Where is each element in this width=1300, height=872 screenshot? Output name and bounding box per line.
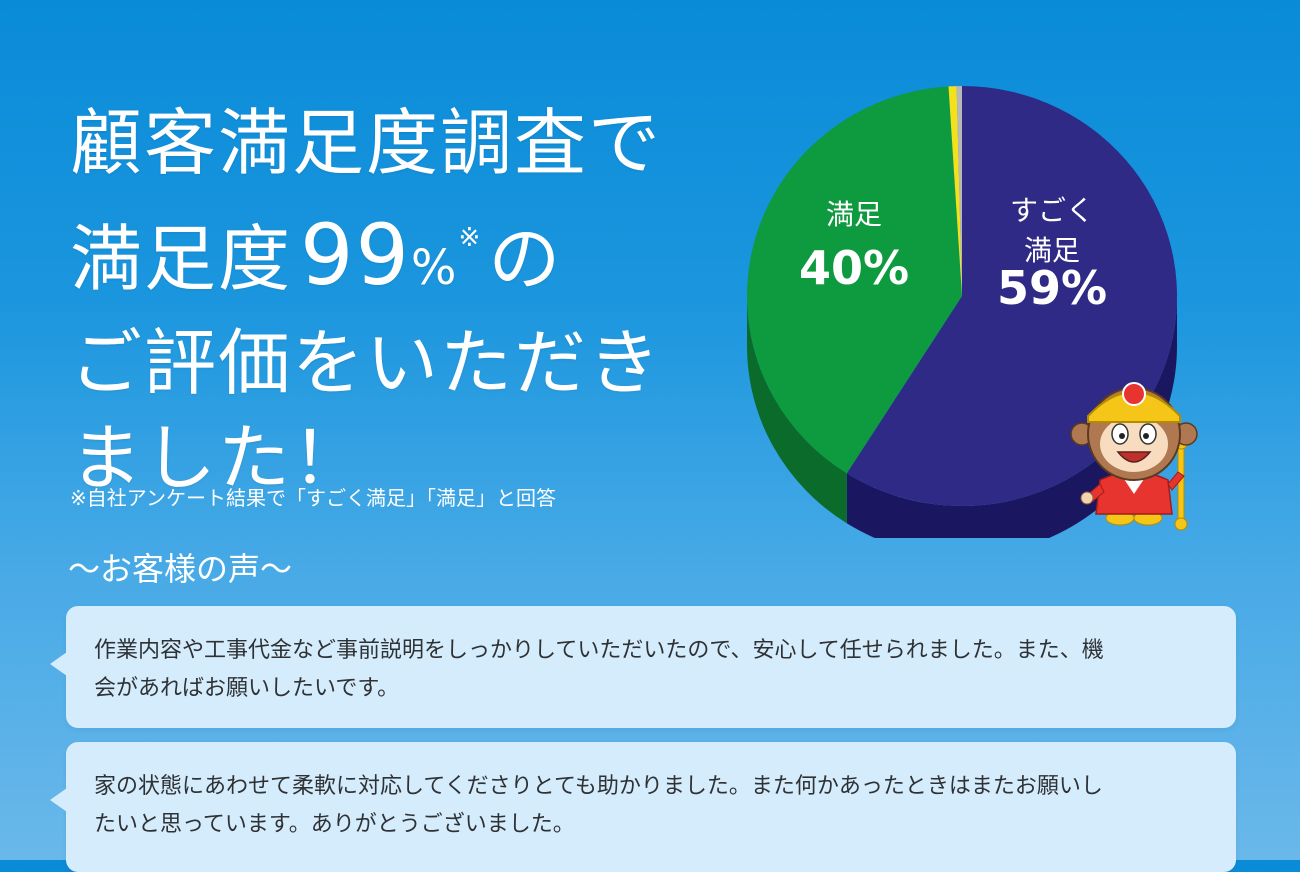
monkey-mascot-icon: [1070, 372, 1200, 532]
satisfaction-pie-chart: すごく 満足 59% 満足 40%: [740, 78, 1200, 538]
pie-label-name2-0: 満足: [1024, 234, 1080, 267]
survey-footnote: ※自社アンケート結果で「すごく満足」「満足」と回答: [70, 486, 556, 510]
comment-1-line-1: 作業内容や工事代金など事前説明をしっかりしていただいたので、安心して任せられまし…: [94, 638, 1104, 663]
headline-line-4: ました！: [70, 416, 367, 500]
pie-slice-side-0: [846, 296, 1177, 538]
customer-voices-title: ～お客様の声～: [68, 550, 293, 588]
pie-slice-0: [846, 86, 1177, 506]
comment-1-line-2: 会があればお願いしたいです。: [94, 676, 400, 701]
satisfaction-percent: %: [410, 240, 459, 296]
pie-slice-3: [956, 86, 962, 296]
headline-line-1: 顧客満足度調査で: [70, 101, 663, 185]
pie-slice-2: [948, 86, 962, 297]
pie-label-name-1: 満足: [826, 198, 882, 231]
pie-slice-side-1: [747, 296, 847, 524]
headline-line-2: 満足度99%※の: [70, 191, 710, 316]
customer-comment-2: 家の状態にあわせて柔軟に対応してくださりとても助かりました。また何かあったときは…: [50, 742, 1236, 872]
comment-2-line-2: たいと思っています。ありがとうございました。: [94, 812, 575, 837]
pie-label-value-0: 59%: [997, 261, 1107, 315]
note-mark: ※: [458, 223, 483, 253]
comment-2-line-1: 家の状態にあわせて柔軟に対応してくださりとても助かりました。また何かあったときは…: [94, 774, 1103, 799]
headline-line-3: ご評価をいただき: [70, 321, 663, 405]
headline-prefix: 満足度: [70, 217, 293, 301]
headline-suffix: の: [488, 217, 563, 301]
pie-label-1: 満足 40%: [799, 198, 909, 295]
pie-label-value-1: 40%: [799, 241, 909, 295]
pie-slice-1: [747, 86, 962, 474]
customer-comment-1: 作業内容や工事代金など事前説明をしっかりしていただいたので、安心して任せられまし…: [50, 606, 1236, 728]
pie-label-name-0: すごく: [1010, 194, 1094, 227]
satisfaction-number: 99: [300, 206, 411, 304]
headline: 顧客満足度調査で 満足度99%※の ご評価をいただき ました！: [70, 96, 710, 506]
